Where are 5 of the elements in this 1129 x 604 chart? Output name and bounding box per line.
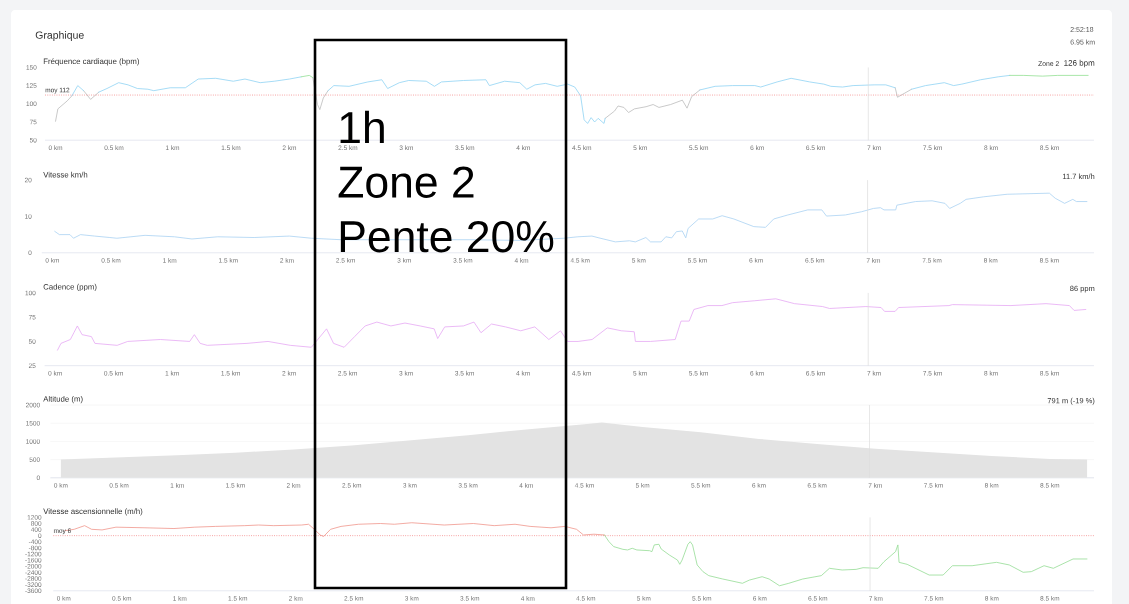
text: 126 bpm [1064, 59, 1095, 68]
text: Graphique [35, 31, 84, 41]
annotation: Zone 2 [338, 166, 474, 198]
annotation: 1h [340, 110, 384, 143]
annotation: Pente 20% [340, 220, 554, 253]
